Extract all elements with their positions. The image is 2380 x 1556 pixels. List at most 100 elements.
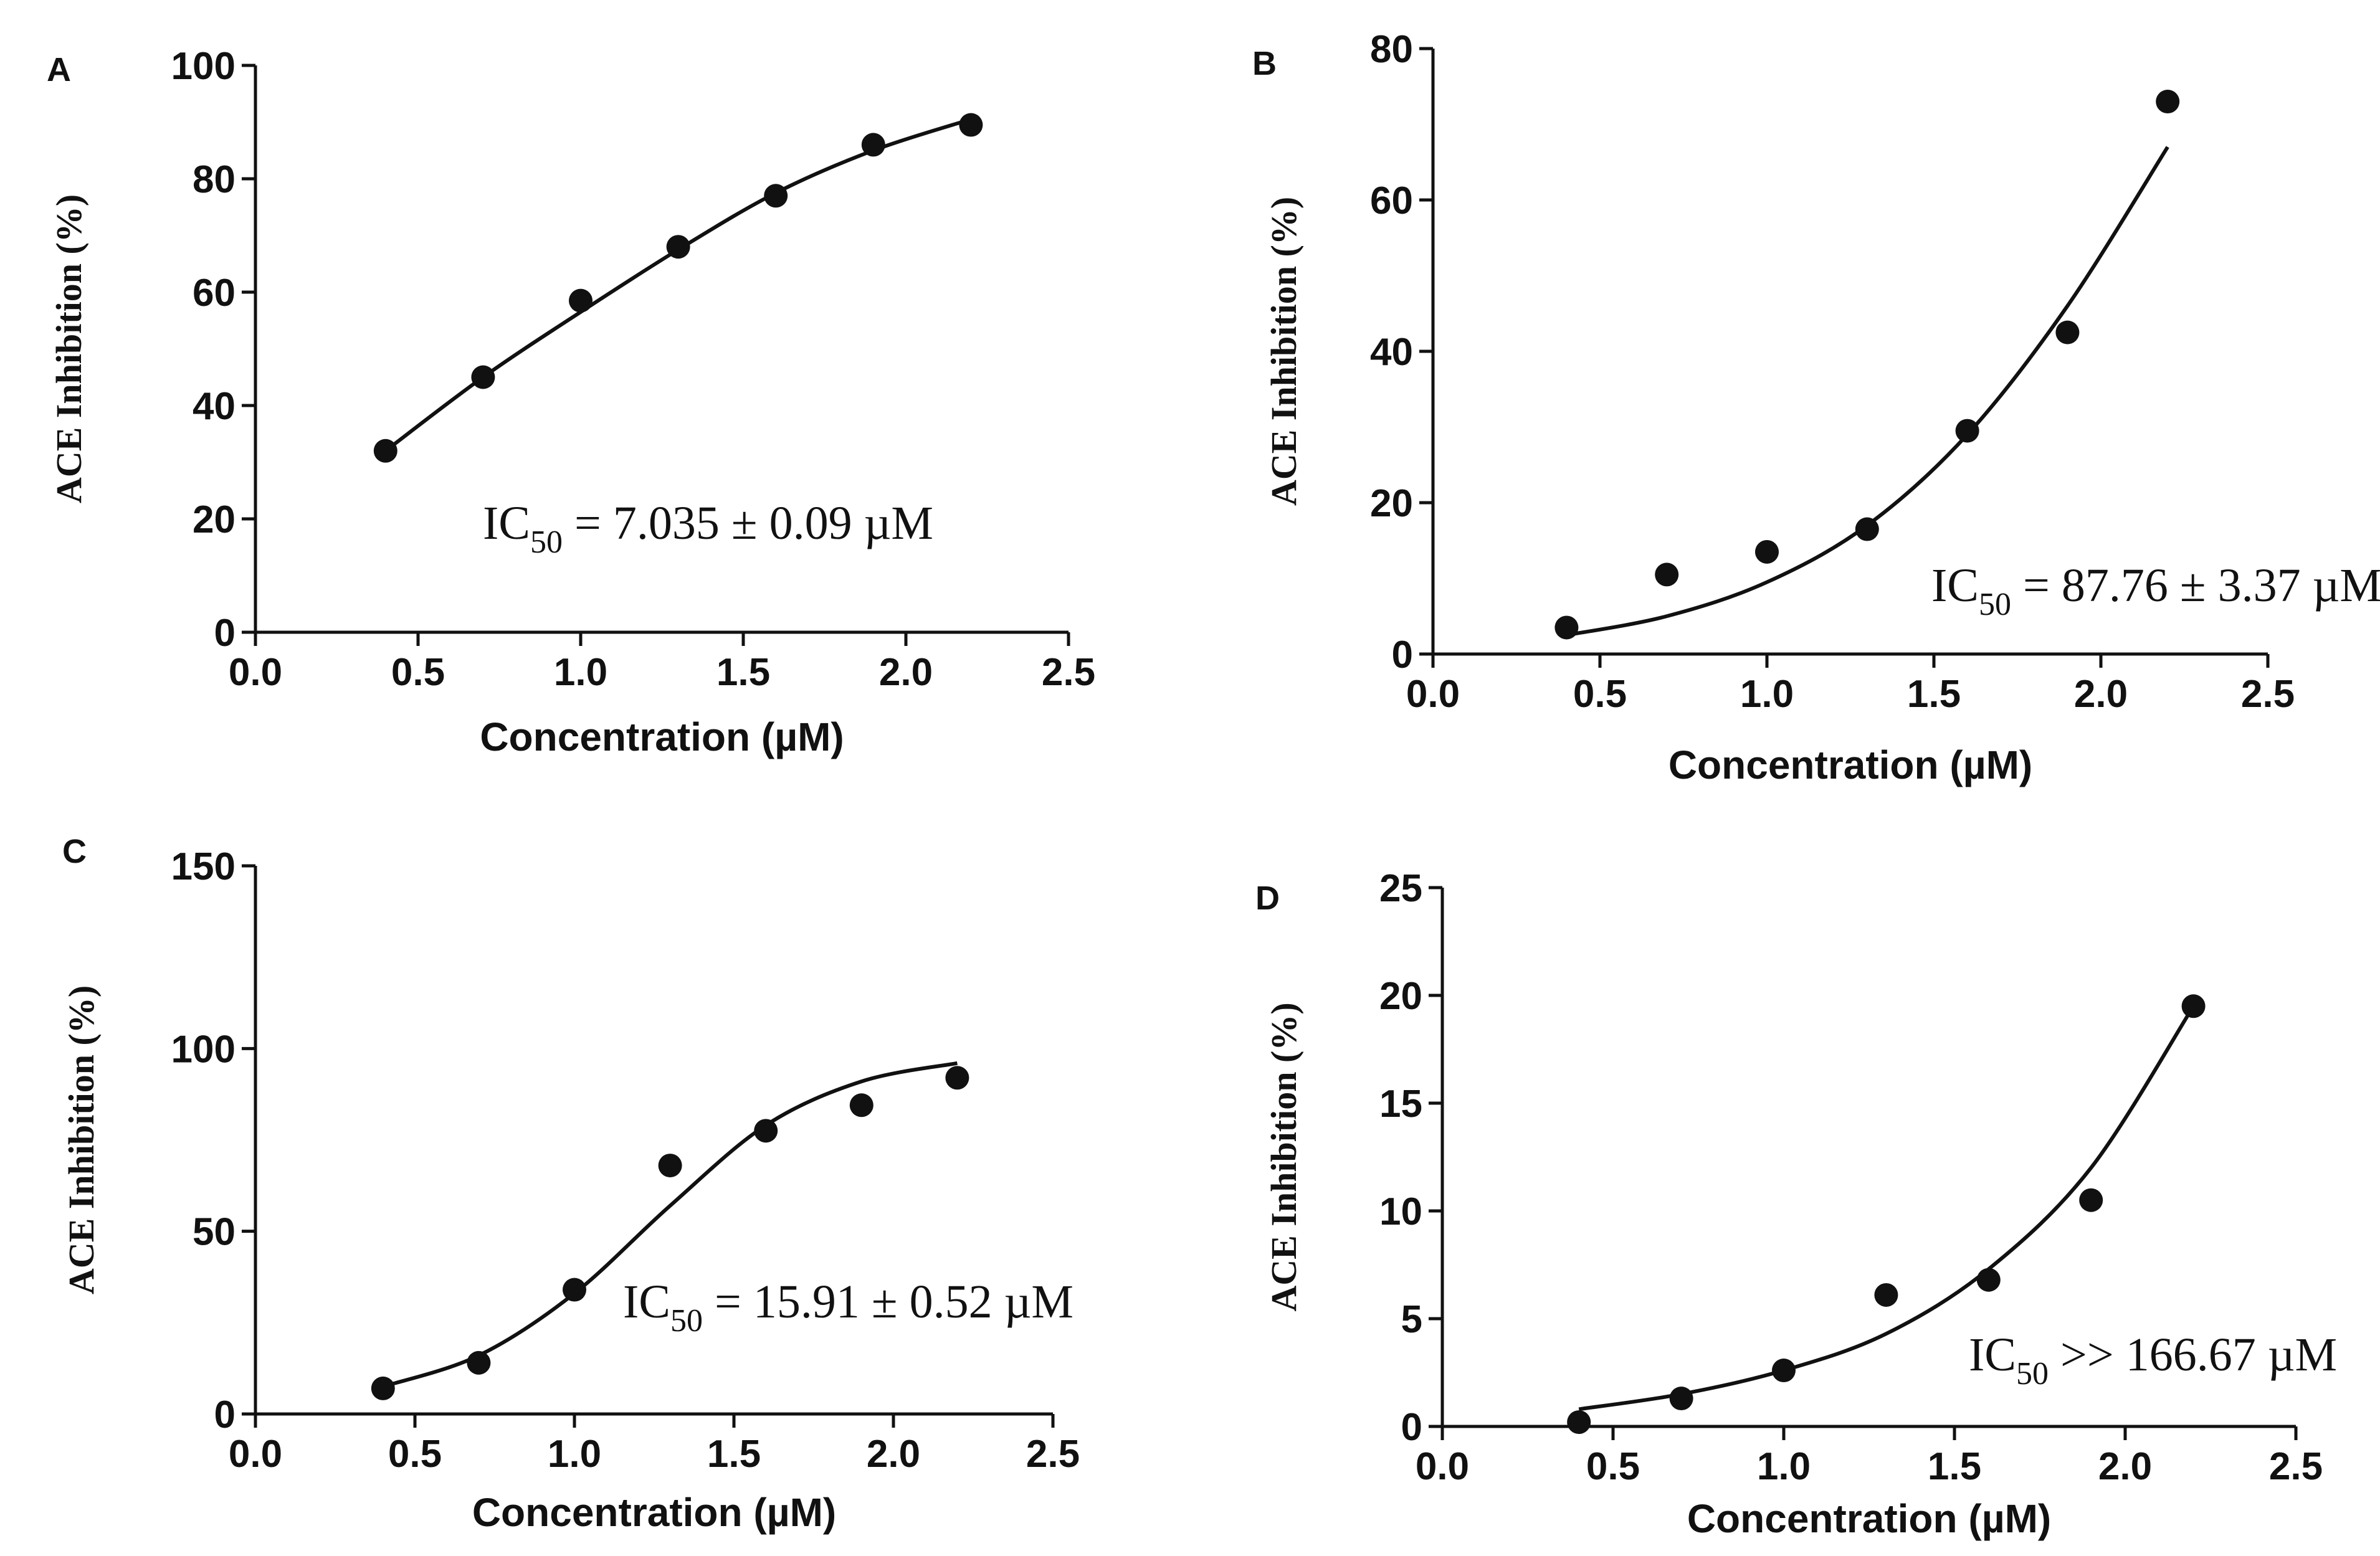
x-tick-label: 2.0 <box>2074 673 2128 716</box>
x-tick-label: 0.0 <box>229 1433 282 1476</box>
y-tick-label: 10 <box>1379 1190 1422 1233</box>
x-tick-label: 0.5 <box>391 651 445 694</box>
x-tick-label: 2.0 <box>2098 1445 2152 1488</box>
x-axis-title: Concentration (µM) <box>1687 1496 2051 1541</box>
x-axis-title: Concentration (µM) <box>472 1490 836 1535</box>
panel-label: D <box>1255 880 1280 917</box>
data-point <box>1554 615 1579 640</box>
y-tick-label: 0 <box>214 612 236 655</box>
x-tick-label: 0.5 <box>1586 1445 1640 1488</box>
y-axis-title: ACE Inhibition (%) <box>49 194 89 503</box>
y-axis-title: ACE Inhibition (%) <box>61 985 102 1294</box>
y-tick-label: 25 <box>1379 867 1422 910</box>
ic50-value: >> 166.67 µM <box>2049 1329 2337 1381</box>
chart-panel-a: A 0.0 0.5 1.0 1.5 2.0 2.5 0 20 40 60 80 100 Concentra… <box>47 45 1095 759</box>
chart-panel-d: D 0.0 0.5 1.0 1.5 2.0 2.5 0 5 10 15 20 25 Concentrati… <box>1255 867 2337 1541</box>
x-tick-label: 1.5 <box>1928 1445 1981 1488</box>
y-tick-label: 60 <box>193 272 236 315</box>
y-tick-label: 20 <box>1379 975 1422 1018</box>
data-point <box>569 288 593 313</box>
data-point <box>1669 1387 1693 1411</box>
data-point <box>2055 320 2080 344</box>
x-tick-label: 2.5 <box>1026 1433 1080 1476</box>
ic50-annotation: IC50 = 15.91 ± 0.52 µM <box>623 1276 1073 1339</box>
y-tick-label: 150 <box>171 845 236 888</box>
x-tick-label: 1.5 <box>707 1433 761 1476</box>
y-tick-label: 0 <box>1392 633 1413 676</box>
x-tick-label: 1.0 <box>554 651 607 694</box>
y-tick-label: 40 <box>193 385 236 428</box>
data-point <box>666 235 690 259</box>
data-point <box>371 1376 395 1400</box>
y-tick-label: 20 <box>1370 482 1413 525</box>
data-point <box>754 1119 778 1143</box>
ic50-annotation: IC50 = 7.035 ± 0.09 µM <box>483 497 933 560</box>
data-point <box>1755 539 1779 564</box>
y-tick-label: 100 <box>171 1028 236 1071</box>
data-point <box>658 1154 682 1178</box>
y-tick-label: 80 <box>193 158 236 201</box>
data-point <box>471 365 495 389</box>
x-tick-label: 2.0 <box>879 651 933 694</box>
fit-curve <box>384 117 972 453</box>
ic50-subscript: 50 <box>1979 587 2011 622</box>
x-tick-label: 2.5 <box>2269 1445 2323 1488</box>
data-point <box>2156 90 2180 114</box>
x-tick-label: 0.5 <box>1573 673 1627 716</box>
y-axis-title: ACE Inhibition (%) <box>1264 197 1304 506</box>
ic50-prefix: IC <box>483 497 530 549</box>
x-tick-label: 0.5 <box>388 1433 442 1476</box>
data-point <box>1874 1283 1898 1307</box>
ic50-value: = 87.76 ± 3.37 µM <box>2011 559 2380 612</box>
x-tick-label: 0.0 <box>1406 673 1460 716</box>
data-point <box>1567 1410 1591 1435</box>
y-tick-label: 15 <box>1379 1083 1422 1126</box>
chart-panel-b: B 0.0 0.5 1.0 1.5 2.0 2.5 0 20 40 60 80 Concentratio… <box>1252 28 2380 787</box>
y-tick-label: 80 <box>1370 28 1413 71</box>
data-point <box>1772 1359 1796 1383</box>
data-point <box>1855 517 1879 541</box>
data-point <box>1655 562 1679 587</box>
y-axis-title: ACE Inhibition (%) <box>1264 1002 1304 1311</box>
ic50-value: = 7.035 ± 0.09 µM <box>563 497 933 549</box>
x-tick-label: 1.0 <box>1740 673 1794 716</box>
ic50-value: = 15.91 ± 0.52 µM <box>703 1276 1073 1328</box>
ic50-prefix: IC <box>623 1276 670 1328</box>
y-tick-label: 40 <box>1370 331 1413 374</box>
data-point <box>945 1066 969 1090</box>
x-axis-title: Concentration (µM) <box>1668 742 2032 787</box>
x-axis-title: Concentration (µM) <box>480 714 844 759</box>
x-tick-label: 1.5 <box>716 651 770 694</box>
y-tick-label: 0 <box>214 1393 236 1436</box>
data-point <box>563 1278 586 1302</box>
x-tick-label: 2.5 <box>1042 651 1095 694</box>
data-point <box>1955 419 1979 443</box>
panel-label: B <box>1252 45 1277 82</box>
x-tick-label: 2.5 <box>2241 673 2295 716</box>
data-point <box>849 1093 873 1117</box>
y-tick-label: 0 <box>1401 1406 1422 1449</box>
ic50-annotation: IC50 >> 166.67 µM <box>1969 1329 2337 1392</box>
chart-panel-c: C 0.0 0.5 1.0 1.5 2.0 2.5 0 50 100 150 Concentratio… <box>61 833 1080 1535</box>
fit-curve <box>1566 146 2169 637</box>
y-tick-label: 5 <box>1401 1298 1422 1341</box>
x-tick-label: 1.5 <box>1907 673 1961 716</box>
ic50-subscript: 50 <box>530 524 563 560</box>
ic50-subscript: 50 <box>2016 1356 2049 1392</box>
x-tick-label: 1.0 <box>548 1433 601 1476</box>
data-point <box>467 1350 491 1375</box>
x-tick-label: 0.0 <box>1416 1445 1469 1488</box>
ic50-annotation: IC50 = 87.76 ± 3.37 µM <box>1931 559 2380 622</box>
x-tick-label: 2.0 <box>867 1433 920 1476</box>
data-point <box>2079 1188 2103 1212</box>
y-tick-label: 100 <box>171 45 236 88</box>
y-tick-label: 60 <box>1370 179 1413 222</box>
x-tick-label: 1.0 <box>1757 1445 1811 1488</box>
panel-label: A <box>47 51 71 88</box>
data-point <box>764 184 788 208</box>
data-point <box>861 133 885 157</box>
data-point <box>2181 994 2206 1018</box>
data-point <box>373 439 397 463</box>
x-tick-label: 0.0 <box>229 651 282 694</box>
